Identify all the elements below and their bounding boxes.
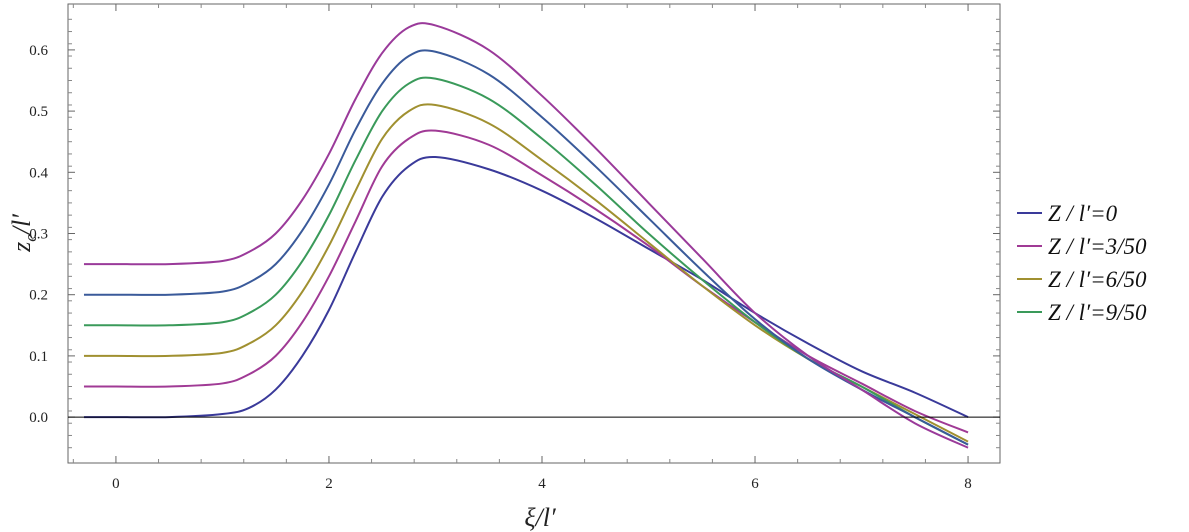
y-tick-label: 0.4 bbox=[29, 165, 48, 181]
plot-frame bbox=[67, 3, 1001, 464]
series-line-4 bbox=[83, 49, 969, 446]
legend-label: Z / l′=6/50 bbox=[1048, 267, 1147, 292]
tick-labels: 0 2 4 6 8 0.0 0.1 0.2 0.3 0.4 0.5 0.6 bbox=[29, 43, 972, 492]
y-tick-label: 0.5 bbox=[29, 104, 48, 120]
y-axis-title-rest: /l′ bbox=[7, 214, 36, 236]
y-tick-label: 0.0 bbox=[29, 410, 48, 426]
x-tick-label: 2 bbox=[325, 476, 333, 492]
y-axis-title-z: z bbox=[7, 242, 36, 253]
y-tick-label: 0.6 bbox=[29, 43, 48, 59]
x-tick-label: 4 bbox=[538, 476, 546, 492]
series-line-1 bbox=[83, 129, 969, 434]
x-tick-label: 8 bbox=[964, 476, 972, 492]
legend: Z / l′=0 Z / l′=3/50 Z / l′=6/50 Z / l′=9/5… bbox=[1017, 201, 1147, 325]
axis-ticks bbox=[68, 4, 1000, 463]
series-layer bbox=[83, 22, 969, 449]
y-tick-label: 0.2 bbox=[29, 288, 48, 304]
x-tick-label: 0 bbox=[112, 476, 120, 492]
x-tick-label: 6 bbox=[751, 476, 759, 492]
legend-label: Z / l′=9/50 bbox=[1048, 300, 1147, 325]
y-tick-label: 0.3 bbox=[29, 227, 48, 243]
y-axis-title: ze/l′ bbox=[7, 214, 40, 253]
series-line-0 bbox=[83, 155, 969, 419]
y-tick-label: 0.1 bbox=[29, 349, 48, 365]
x-axis-title: ξ/l′ bbox=[524, 503, 556, 532]
series-line-5 bbox=[83, 22, 969, 449]
y-axis-title-sub: e bbox=[21, 234, 40, 242]
series-line-2 bbox=[83, 103, 969, 443]
legend-label: Z / l′=3/50 bbox=[1048, 234, 1147, 259]
series-line-3 bbox=[83, 76, 969, 446]
legend-label: Z / l′=0 bbox=[1048, 201, 1118, 226]
